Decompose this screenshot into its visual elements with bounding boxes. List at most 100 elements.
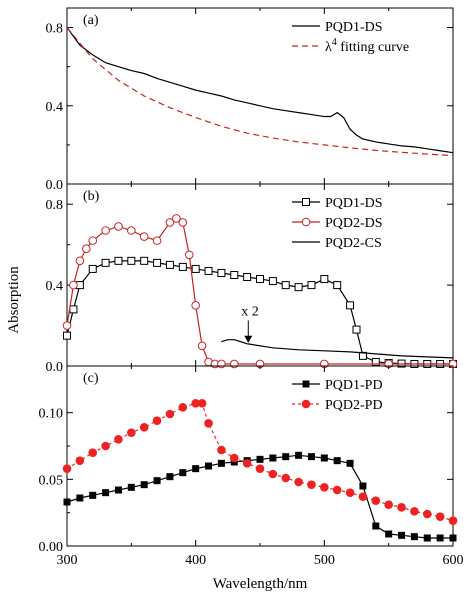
data-point (255, 464, 265, 473)
data-point (88, 236, 98, 245)
data-point (75, 456, 85, 465)
data-point (346, 301, 355, 310)
data-point (205, 462, 213, 470)
data-point (359, 482, 367, 490)
data-point (230, 271, 239, 279)
data-point (320, 454, 328, 462)
y-tick-label: 0.8 (46, 198, 64, 213)
data-point (398, 531, 406, 539)
data-point (423, 534, 431, 542)
y-tick-label: 0.00 (39, 540, 64, 555)
series-line-1 (66, 27, 454, 154)
legend-label-1: PQD1-DS (325, 20, 383, 35)
data-point (114, 222, 123, 231)
data-point (153, 258, 162, 267)
legend-label-1: PQD1-PD (325, 378, 383, 393)
data-point (63, 498, 71, 506)
data-point (165, 409, 175, 419)
panel-label: (a) (83, 13, 99, 28)
data-point (435, 512, 445, 521)
y-tick-label: 0.10 (39, 407, 64, 422)
data-point (101, 258, 110, 267)
panel-label: (c) (83, 371, 99, 386)
data-point (192, 465, 200, 473)
data-point (282, 453, 290, 461)
data-point (165, 218, 175, 227)
data-point (358, 492, 368, 501)
data-point (165, 260, 174, 269)
data-point (62, 464, 72, 473)
data-point (152, 416, 162, 425)
series-line-2 (66, 217, 453, 365)
y-tick-label: 0.4 (46, 100, 64, 115)
data-point (397, 503, 406, 512)
data-point (62, 321, 72, 330)
annotation-x2: x 2 (241, 304, 258, 319)
data-point (410, 507, 419, 516)
legend-marker (301, 217, 311, 227)
legend-marker (301, 399, 311, 409)
data-point (384, 500, 393, 509)
legend-marker (302, 198, 310, 206)
data-point (217, 268, 226, 277)
data-point (127, 428, 136, 437)
data-point (127, 226, 136, 235)
data-point (114, 486, 122, 494)
x-tick-label: 300 (57, 553, 78, 568)
data-point (346, 459, 354, 467)
panel-1: 0.0 0.4 0.8 (a) PQD1-DS λ4 fitting curve (46, 7, 454, 193)
data-point (281, 281, 290, 290)
data-point (101, 441, 110, 451)
data-point (76, 494, 84, 502)
x-axis-label: Wavelength/nm (213, 576, 308, 592)
data-point (320, 275, 329, 284)
legend-label-2: PQD2-PD (325, 398, 383, 413)
data-point (191, 399, 200, 408)
data-point (294, 477, 303, 487)
data-point (352, 325, 361, 334)
data-point (345, 488, 355, 497)
data-point (88, 448, 98, 457)
data-point (242, 459, 252, 468)
data-point (229, 359, 239, 369)
data-point (69, 305, 78, 314)
data-point (191, 301, 200, 310)
data-point (268, 469, 278, 479)
data-point (139, 423, 149, 432)
y-tick-label: 0.05 (39, 473, 64, 488)
data-point (333, 457, 341, 465)
data-point (172, 214, 181, 223)
data-point (178, 262, 187, 271)
data-point (179, 469, 187, 477)
data-point (89, 491, 97, 499)
panel-label: (b) (83, 189, 100, 204)
data-point (243, 273, 252, 282)
data-point (191, 264, 200, 273)
data-point (307, 453, 315, 461)
y-tick-label: 0.0 (46, 178, 64, 193)
data-point (114, 435, 123, 444)
data-point (448, 516, 458, 525)
data-point (371, 357, 380, 366)
data-point (410, 533, 418, 541)
data-point (217, 359, 226, 369)
data-point (75, 256, 85, 266)
y-tick-label: 0.8 (46, 22, 64, 37)
panel-frame (66, 183, 454, 367)
legend-label-2: PQD2-DS (325, 216, 383, 231)
data-point (422, 509, 432, 519)
data-point (436, 534, 444, 542)
data-point (269, 454, 277, 462)
data-point (101, 226, 110, 235)
panel-3: 0.00 0.05 0.10 300 400 500 600 (c) PQD1-PD PQD2-P… (39, 365, 464, 568)
legend-label-2: λ4 fitting curve (325, 37, 409, 55)
data-point (333, 281, 342, 290)
annotation-arrow-head (244, 335, 253, 343)
x-tick-label: 500 (314, 553, 335, 568)
y-tick-label: 0.4 (46, 279, 64, 294)
panel-2: 0.0 0.4 0.8 (b) PQD1-DS PQD2-DS PQD2-CS x 2 (46, 183, 458, 375)
data-point (320, 483, 329, 492)
data-point (372, 522, 380, 530)
data-point (178, 218, 188, 227)
